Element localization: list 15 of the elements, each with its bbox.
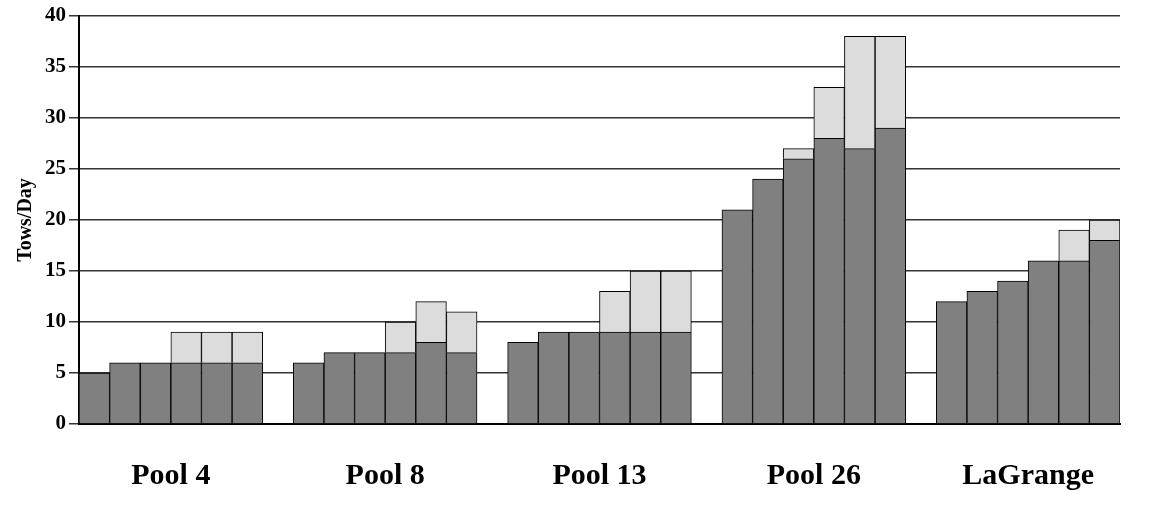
y-tick-label: 10 [45, 308, 66, 333]
y-tick-label: 30 [45, 104, 66, 129]
y-tick-label: 20 [45, 206, 66, 231]
x-tick-label: Pool 26 [766, 456, 861, 490]
y-tick-label: 35 [45, 53, 66, 78]
y-axis-title: Tows/Day [13, 178, 37, 262]
y-tick-label: 25 [45, 155, 66, 180]
x-tick-label: LaGrange [962, 456, 1094, 490]
y-tick-label: 0 [55, 410, 66, 435]
x-tick-label: Pool 4 [131, 456, 211, 490]
y-tick-label: 5 [55, 359, 66, 384]
y-tick-label: 15 [45, 257, 66, 282]
x-tick-label: Pool 8 [345, 456, 425, 490]
y-tick-label: 40 [45, 2, 66, 27]
x-tick-label: Pool 13 [552, 456, 647, 490]
